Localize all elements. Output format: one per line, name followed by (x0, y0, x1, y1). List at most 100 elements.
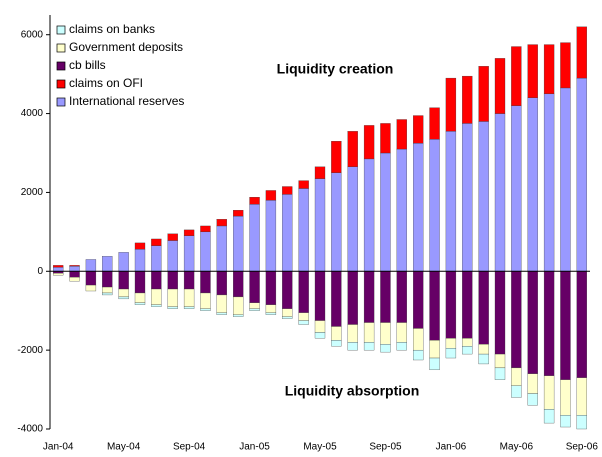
bar-segment (249, 271, 260, 303)
bar-segment (53, 273, 64, 276)
bar-segment (347, 131, 358, 167)
bar-segment (265, 312, 277, 315)
x-tick-label: May-05 (303, 442, 337, 453)
legend-swatch (56, 43, 66, 53)
bar-segment (151, 271, 162, 290)
bar-segment (494, 367, 506, 380)
x-tick-label: Sep-05 (369, 442, 402, 453)
bar-segment (314, 332, 326, 339)
bar-segment (380, 344, 391, 353)
bar-segment (183, 306, 195, 309)
annotation: Liquidity creation (277, 61, 394, 77)
bar-segment (413, 328, 424, 351)
bar-segment (118, 271, 129, 290)
bar-segment (85, 284, 97, 292)
bar-segment (183, 235, 195, 272)
bar-segment (445, 348, 457, 359)
legend-swatch (56, 61, 66, 71)
bar-segment (511, 367, 522, 386)
bar-segment (233, 296, 244, 315)
bar-segment (576, 271, 587, 378)
bar-segment (527, 97, 538, 272)
bar-segment (494, 58, 506, 114)
bar-segment (429, 139, 440, 272)
bar-segment (200, 225, 211, 233)
bar-segment (265, 271, 277, 305)
legend-swatch (56, 25, 66, 35)
bar-segment (298, 180, 309, 189)
bar-segment (233, 210, 244, 217)
bar-segment (445, 77, 457, 132)
bar-segment (347, 166, 358, 272)
bar-segment (429, 357, 440, 371)
bar-segment (200, 271, 211, 294)
bar-segment (298, 312, 309, 321)
bar-segment (576, 77, 587, 272)
bar-segment (380, 123, 391, 154)
bar-segment (216, 219, 227, 227)
bar-segment (200, 308, 211, 311)
bar-segment (396, 119, 407, 150)
y-tick-label: 2000 (21, 187, 44, 198)
y-tick-label: 6000 (21, 29, 44, 40)
bar-segment (102, 256, 113, 272)
y-tick-label: -4000 (17, 424, 43, 435)
bar-segment (134, 271, 146, 294)
legend-swatch (56, 79, 66, 89)
bar-segment (85, 259, 97, 272)
bar-segment (85, 271, 97, 286)
bar-segment (380, 271, 391, 323)
bar-segment (527, 393, 538, 406)
legend-label: International reserves (69, 94, 184, 108)
bar-segment (576, 377, 587, 416)
bar-segment (331, 172, 342, 272)
bar-segment (200, 292, 211, 309)
bar-segment (347, 271, 358, 325)
bar-segment (396, 322, 407, 343)
bar-segment (445, 271, 457, 339)
bar-segment (560, 87, 571, 272)
bar-segment (118, 252, 129, 272)
bar-segment (363, 271, 375, 323)
bar-segment (396, 271, 407, 323)
bar-segment (282, 308, 293, 317)
bar-segment (380, 322, 391, 345)
bar-segment (413, 115, 424, 144)
bar-segment (118, 288, 129, 298)
bar-segment (462, 123, 473, 272)
bar-segment (331, 326, 342, 341)
bar-segment (183, 271, 195, 290)
bar-segment (282, 271, 293, 309)
legend-label: Government deposits (69, 40, 183, 54)
bar-segment (462, 271, 473, 339)
bar-segment (576, 26, 587, 79)
bar-segment (478, 344, 489, 355)
bar-segment (167, 288, 178, 307)
bar-segment (69, 266, 80, 272)
bar-segment (396, 148, 407, 272)
bar-segment (445, 131, 457, 272)
bar-segment (347, 324, 358, 343)
bar-segment (167, 271, 178, 290)
bar-segment (462, 346, 473, 355)
bar-segment (363, 322, 375, 343)
bar-segment (151, 288, 162, 305)
legend-label: cb bills (69, 58, 106, 72)
bar-segment (200, 231, 211, 272)
bar-segment (331, 141, 342, 173)
bar-segment (527, 44, 538, 98)
bar-segment (560, 42, 571, 89)
bar-segment (282, 194, 293, 272)
bar-segment (511, 385, 522, 398)
bar-segment (543, 44, 555, 95)
bar-segment (298, 188, 309, 272)
bar-segment (511, 46, 522, 106)
bar-segment (134, 302, 146, 305)
bar-segment (249, 197, 260, 205)
bar-segment (69, 277, 80, 282)
bar-segment (576, 415, 587, 430)
bar-segment (363, 125, 375, 160)
bar-segment (265, 304, 277, 313)
x-tick-label: Jan-05 (239, 442, 270, 453)
